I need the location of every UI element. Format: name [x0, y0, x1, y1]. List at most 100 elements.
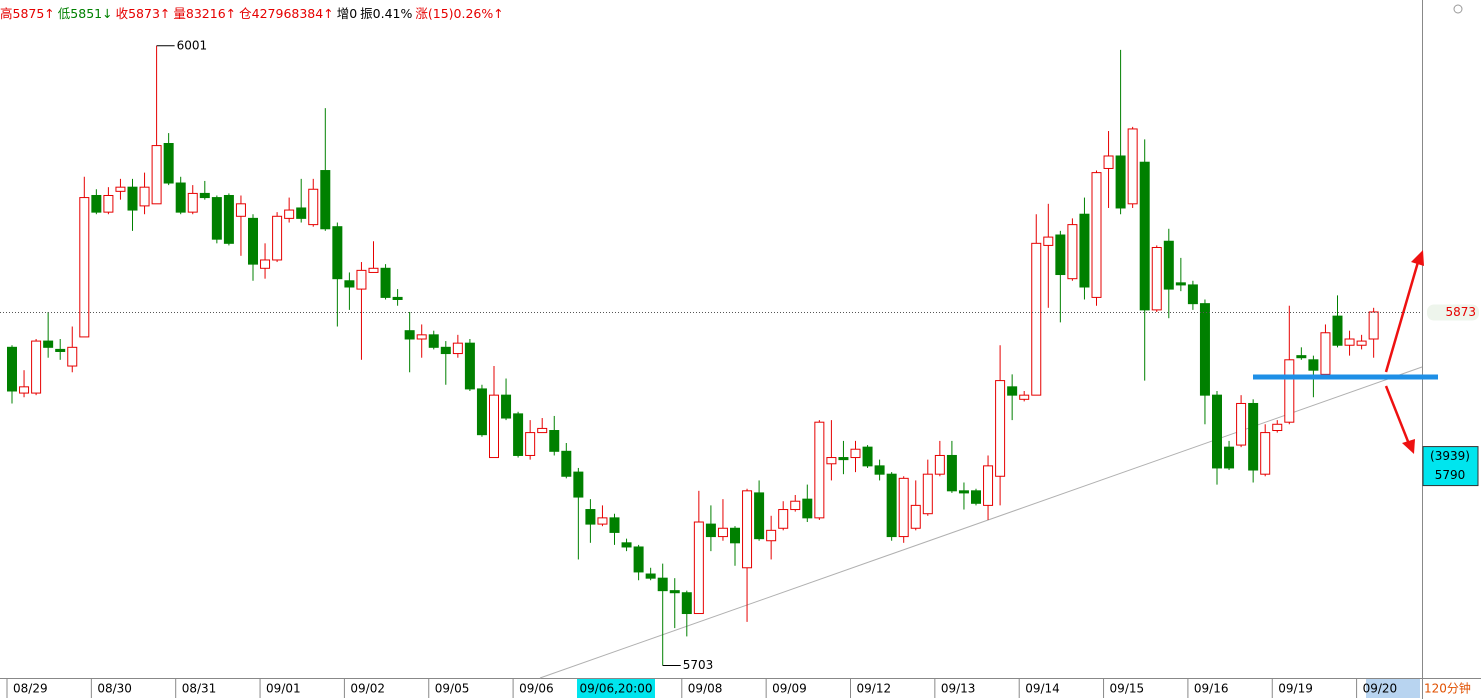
- candle-body: [742, 490, 753, 569]
- candle-body: [248, 217, 258, 265]
- candle-body: [344, 280, 355, 288]
- x-tick-label: 09/09: [772, 682, 807, 696]
- header-item: 低5851↓: [57, 6, 113, 21]
- candle-body: [657, 577, 668, 592]
- candle-body: [995, 380, 1006, 477]
- x-tick-label: 09/06: [519, 682, 554, 696]
- header-item: 收5873↑: [115, 6, 171, 21]
- candle-body: [525, 432, 536, 456]
- candle-body: [501, 394, 512, 419]
- candle-body: [561, 450, 572, 477]
- candle-body: [392, 296, 403, 300]
- candle-body: [705, 523, 716, 538]
- candle-body: [43, 340, 54, 348]
- candle-body: [139, 186, 150, 207]
- x-tick-label: 09/13: [941, 682, 976, 696]
- candle-body: [886, 473, 897, 538]
- candle-body: [464, 342, 475, 390]
- candle-body: [115, 186, 126, 192]
- candle-body: [175, 182, 186, 213]
- candle-body: [862, 446, 873, 467]
- candle-body: [1212, 394, 1222, 469]
- candle-body: [1187, 284, 1198, 305]
- candle-body: [1175, 282, 1186, 286]
- candle-body: [934, 454, 945, 475]
- x-tick-label: 08/30: [97, 682, 132, 696]
- x-tick-label: 09/05: [435, 682, 470, 696]
- candle-body: [898, 477, 909, 538]
- last-date-box: [1366, 679, 1420, 698]
- candle-body: [368, 267, 379, 273]
- candle-body: [332, 226, 343, 280]
- candle-body: [971, 490, 981, 504]
- period-label[interactable]: 120分钟: [1424, 681, 1471, 696]
- x-tick-label: 09/01: [266, 682, 301, 696]
- candle-body: [1067, 224, 1078, 280]
- candle-body: [1091, 172, 1102, 298]
- candle-body: [31, 340, 42, 394]
- candle-body: [7, 346, 17, 392]
- candle-body: [1103, 155, 1114, 169]
- candle-body: [91, 194, 102, 213]
- candle-body: [380, 267, 391, 298]
- candle-body: [199, 192, 210, 199]
- header-item: 仓427968384↑: [239, 6, 334, 21]
- candle-body: [320, 170, 331, 230]
- x-tick-label: 09/14: [1025, 682, 1060, 696]
- candle-body: [489, 394, 499, 459]
- candle-body: [826, 457, 837, 465]
- candle-body: [1332, 315, 1343, 346]
- header-item: 增0: [336, 6, 358, 21]
- candle-body: [778, 509, 789, 529]
- cursor-date: 09/06,20:00: [580, 682, 653, 696]
- cursor-count: (3939): [1430, 449, 1470, 463]
- candle-body: [1115, 155, 1126, 209]
- candle-body: [296, 207, 307, 219]
- candle-body: [850, 448, 861, 459]
- candle-body: [67, 346, 78, 367]
- candle-body: [717, 527, 728, 538]
- candle-body: [187, 192, 198, 213]
- x-tick-label: 09/15: [1110, 682, 1145, 696]
- candle-body: [790, 500, 801, 511]
- candle-body: [537, 427, 548, 434]
- candle-body: [1055, 234, 1066, 276]
- candle-body: [1019, 394, 1030, 400]
- candle-body: [910, 504, 921, 529]
- candle-body: [621, 542, 632, 548]
- candle-body: [754, 492, 765, 540]
- candle-body: [946, 454, 957, 492]
- arrow-down: [1384, 385, 1411, 445]
- x-tick-label: 09/02: [350, 682, 385, 696]
- candle-body: [452, 342, 463, 355]
- candle-body: [103, 194, 114, 213]
- candle-body: [440, 346, 451, 355]
- candle-body: [163, 143, 174, 184]
- cursor-price-box: [1422, 446, 1479, 487]
- header-item: 振0.41%: [360, 6, 413, 21]
- x-tick-label: 09/16: [1194, 682, 1229, 696]
- candle-body: [1236, 402, 1247, 446]
- candle-body: [1320, 332, 1331, 375]
- candle-body: [513, 413, 524, 456]
- candle-body: [549, 430, 560, 452]
- candle-body: [404, 330, 415, 340]
- candle-body: [838, 457, 849, 461]
- candle-body: [260, 259, 271, 269]
- candle-body: [669, 590, 680, 594]
- arrow-up-head: [1411, 250, 1424, 266]
- candle-body: [1199, 303, 1210, 396]
- candle-body: [151, 145, 162, 205]
- candle-body: [609, 517, 620, 533]
- candle-body: [1284, 359, 1295, 423]
- candle-body: [1079, 213, 1090, 288]
- settings-icon[interactable]: [1453, 4, 1463, 14]
- x-tick-label: 09/19: [1278, 682, 1313, 696]
- candle-body: [1356, 340, 1367, 346]
- candle-body: [356, 269, 367, 290]
- arrow-up: [1384, 261, 1420, 373]
- x-tick-label: 09/08: [688, 682, 723, 696]
